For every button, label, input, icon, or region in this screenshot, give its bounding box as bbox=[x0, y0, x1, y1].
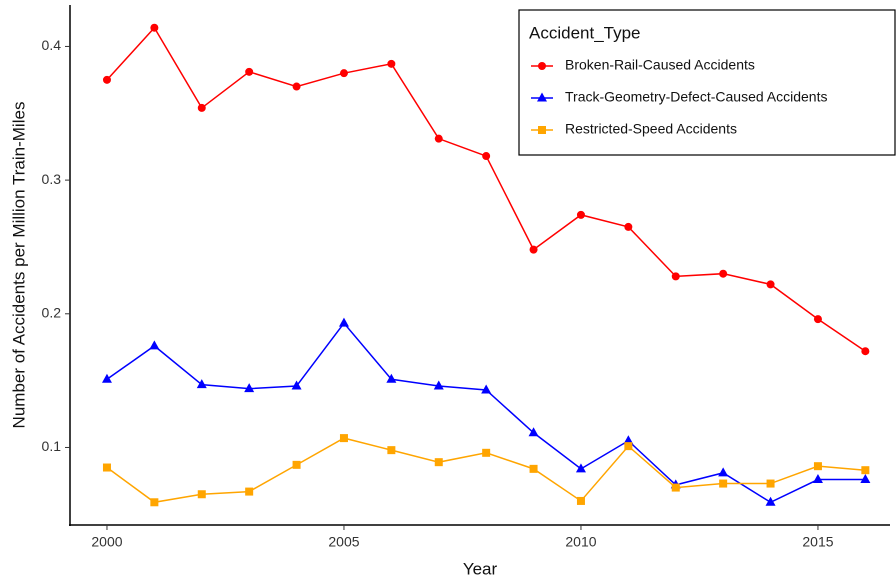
point bbox=[338, 317, 349, 327]
point bbox=[813, 462, 822, 471]
point bbox=[197, 103, 206, 112]
point bbox=[434, 134, 443, 143]
x-tick-label: 2000 bbox=[91, 534, 122, 550]
point bbox=[150, 498, 159, 507]
point bbox=[575, 463, 586, 473]
series-line bbox=[106, 321, 866, 504]
point bbox=[481, 384, 492, 394]
point bbox=[576, 496, 585, 505]
y-tick-label: 0.4 bbox=[42, 37, 62, 53]
legend-label: Restricted-Speed Accidents bbox=[565, 121, 737, 137]
x-tick-label: 2005 bbox=[328, 534, 359, 550]
point bbox=[812, 474, 823, 484]
point bbox=[244, 383, 255, 393]
legend-label: Broken-Rail-Caused Accidents bbox=[565, 57, 755, 73]
y-axis-title: Number of Accidents per Million Train-Mi… bbox=[9, 102, 28, 429]
point bbox=[292, 460, 301, 469]
point bbox=[197, 490, 206, 499]
point bbox=[623, 435, 634, 445]
legend-title: Accident_Type bbox=[529, 23, 641, 42]
legend-box bbox=[518, 9, 896, 156]
legend-marker bbox=[538, 126, 546, 134]
legend-marker bbox=[538, 62, 546, 70]
point bbox=[624, 222, 633, 231]
point bbox=[719, 479, 728, 488]
point bbox=[624, 442, 633, 451]
x-tick-label: 2010 bbox=[565, 534, 596, 550]
point bbox=[765, 496, 776, 506]
point bbox=[671, 272, 680, 281]
legend-label: Track-Geometry-Defect-Caused Accidents bbox=[565, 89, 827, 105]
point bbox=[671, 483, 680, 492]
point bbox=[102, 75, 111, 84]
point bbox=[387, 59, 396, 68]
point bbox=[529, 245, 538, 254]
point bbox=[386, 373, 397, 383]
x-axis-title: Year bbox=[463, 559, 498, 578]
series-line bbox=[106, 437, 866, 504]
point bbox=[482, 152, 491, 161]
point bbox=[813, 315, 822, 324]
point bbox=[150, 23, 159, 32]
point bbox=[718, 467, 729, 477]
point bbox=[292, 82, 301, 91]
point bbox=[576, 210, 585, 219]
point bbox=[434, 458, 443, 467]
point bbox=[719, 269, 728, 278]
point bbox=[433, 380, 444, 390]
point bbox=[339, 69, 348, 78]
point bbox=[245, 67, 254, 76]
point bbox=[482, 448, 491, 457]
point bbox=[528, 427, 539, 437]
point bbox=[339, 434, 348, 443]
y-tick-label: 0.2 bbox=[42, 304, 62, 320]
y-tick-label: 0.3 bbox=[42, 171, 62, 187]
point bbox=[196, 379, 207, 389]
point bbox=[860, 474, 871, 484]
y-tick-label: 0.1 bbox=[42, 438, 62, 454]
legend-marker bbox=[537, 92, 547, 102]
point bbox=[149, 340, 160, 350]
point bbox=[861, 347, 870, 356]
point bbox=[245, 487, 254, 496]
point bbox=[861, 466, 870, 475]
point bbox=[766, 280, 775, 289]
point bbox=[529, 464, 538, 473]
point bbox=[102, 463, 111, 472]
point bbox=[387, 446, 396, 455]
point bbox=[766, 479, 775, 488]
point bbox=[101, 373, 112, 383]
x-tick-label: 2015 bbox=[802, 534, 833, 550]
point bbox=[291, 380, 302, 390]
